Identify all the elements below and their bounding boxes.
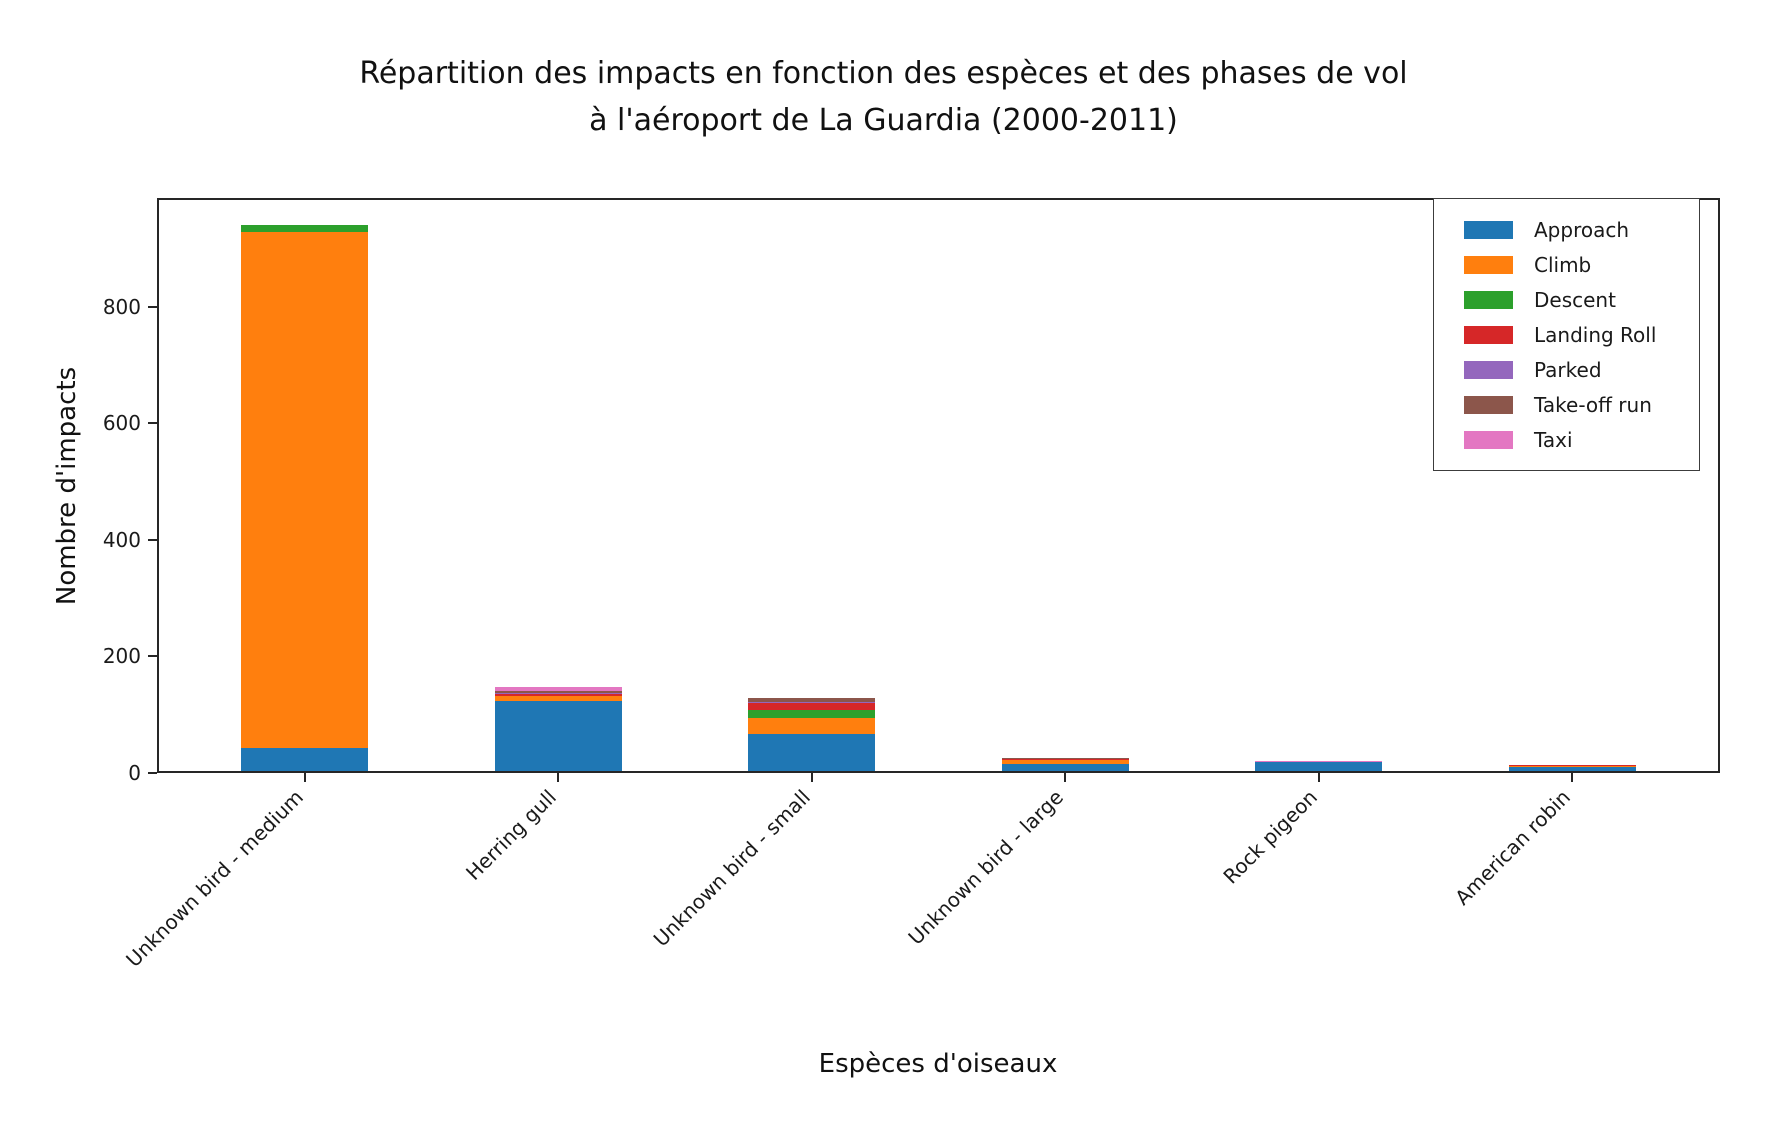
bar-segment-rock-pigeon-taxi: [1255, 761, 1382, 763]
bar-segment-american-robin-landing-roll: [1508, 764, 1636, 767]
bar-segment-unknown-bird-large-approach: [1001, 764, 1129, 771]
bar-segment-unknown-bird-medium-approach: [241, 747, 368, 771]
y-tick-label-600: 600: [102, 411, 141, 436]
x-tick-mark-american-robin: [1571, 773, 1573, 782]
legend-swatch-parked: [1464, 360, 1513, 379]
x-tick-mark-unknown-bird-small: [810, 773, 813, 782]
bar-segment-unknown-bird-large-climb: [1001, 759, 1129, 765]
y-tick-mark-800: [148, 305, 157, 308]
bar-segment-unknown-bird-medium-climb: [241, 232, 368, 748]
legend-item-landing-roll: Landing Roll: [1434, 317, 1699, 352]
legend-swatch-taxi: [1464, 430, 1513, 449]
bar-segment-unknown-bird-large-take-off-run: [1001, 757, 1129, 759]
legend-swatch-take-off-run: [1464, 395, 1513, 414]
bar-segment-american-robin-approach: [1508, 766, 1636, 771]
legend-swatch-landing-roll: [1464, 325, 1513, 344]
legend-label-take-off-run: Take-off run: [1534, 392, 1652, 417]
x-tick-mark-unknown-bird-medium: [303, 773, 306, 782]
bar-segment-unknown-bird-small-take-off-run: [748, 698, 875, 702]
x-tick-mark-unknown-bird-large: [1064, 773, 1066, 782]
y-tick-mark-600: [148, 422, 157, 425]
legend-label-taxi: Taxi: [1534, 427, 1573, 452]
y-tick-mark-0: [148, 772, 157, 774]
legend-swatch-descent: [1464, 290, 1513, 309]
legend-item-descent: Descent: [1434, 282, 1699, 317]
bar-segment-herring-gull-approach: [494, 701, 622, 771]
legend: Approach Climb Descent Landing Roll Parked Ta…: [1433, 198, 1700, 471]
bar-segment-unknown-bird-small-climb: [748, 718, 875, 734]
y-tick-mark-400: [148, 538, 157, 541]
bar-segment-american-robin-climb: [1508, 765, 1636, 767]
y-tick-label-800: 800: [102, 294, 141, 319]
bar-segment-herring-gull-climb: [494, 695, 622, 702]
bar-segment-unknown-bird-small-approach: [748, 733, 875, 771]
bar-segment-unknown-bird-large-landing-roll: [1001, 758, 1129, 760]
legend-swatch-approach: [1464, 220, 1513, 239]
y-tick-label-0: 0: [128, 761, 141, 785]
legend-rows: Approach Climb Descent Landing Roll Parked Ta…: [1434, 212, 1699, 457]
bar-segment-unknown-bird-small-landing-roll: [748, 703, 875, 711]
x-tick-mark-rock-pigeon: [1317, 773, 1320, 782]
legend-item-climb: Climb: [1434, 247, 1699, 282]
y-tick-label-200: 200: [102, 644, 141, 669]
bar-segment-unknown-bird-small-descent: [748, 710, 875, 718]
y-tick-label-400: 400: [102, 527, 141, 552]
chart-title-line1: Répartition des impacts en fonction des …: [359, 56, 1408, 91]
legend-label-landing-roll: Landing Roll: [1534, 322, 1657, 347]
bar-segment-unknown-bird-small-parked: [748, 701, 875, 704]
bar-segment-herring-gull-take-off-run: [494, 691, 622, 693]
legend-label-climb: Climb: [1534, 252, 1592, 277]
chart-title-line2: à l'aéroport de La Guardia (2000-2011): [589, 103, 1178, 138]
legend-label-approach: Approach: [1534, 217, 1630, 242]
chart-title: Répartition des impacts en fonction des …: [0, 50, 1767, 144]
legend-item-take-off-run: Take-off run: [1434, 387, 1699, 422]
legend-swatch-climb: [1464, 255, 1513, 274]
legend-item-approach: Approach: [1434, 212, 1699, 247]
bar-segment-rock-pigeon-approach: [1255, 762, 1382, 771]
legend-label-parked: Parked: [1534, 357, 1602, 382]
bar-segment-herring-gull-landing-roll: [494, 694, 622, 696]
y-tick-mark-200: [148, 655, 157, 658]
bar-segment-herring-gull-parked: [494, 692, 622, 695]
bar-segment-unknown-bird-medium-descent: [241, 225, 368, 233]
legend-item-parked: Parked: [1434, 352, 1699, 387]
x-tick-mark-herring-gull: [557, 773, 559, 782]
legend-item-taxi: Taxi: [1434, 422, 1699, 457]
bar-segment-herring-gull-taxi: [494, 686, 622, 692]
legend-label-descent: Descent: [1534, 287, 1616, 312]
